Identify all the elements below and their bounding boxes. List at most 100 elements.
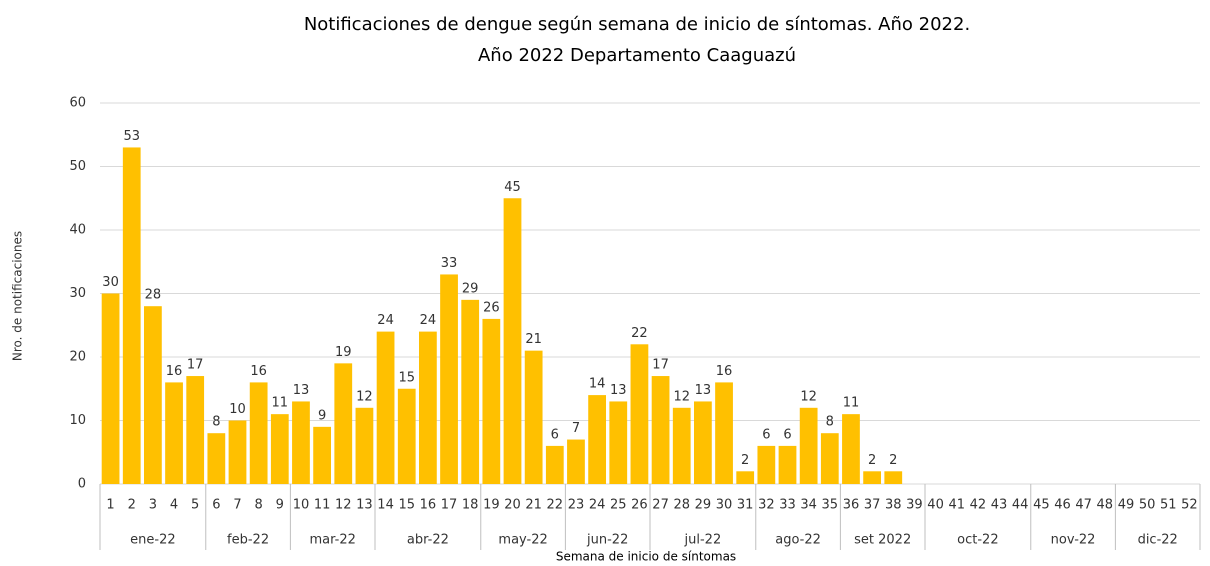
x-tick-label: 26	[631, 498, 648, 513]
x-axis-title: Semana de inicio de síntomas	[556, 550, 736, 564]
group-label: oct-22	[957, 533, 998, 548]
x-tick-label: 52	[1181, 498, 1198, 513]
y-tick-label: 40	[69, 223, 86, 238]
bar	[694, 401, 712, 484]
data-label: 9	[318, 408, 326, 423]
x-tick-label: 41	[948, 498, 965, 513]
x-tick-label: 27	[652, 498, 669, 513]
bar	[207, 433, 226, 484]
data-label: 7	[572, 421, 580, 436]
group-label: mar-22	[309, 533, 355, 548]
bar	[609, 401, 628, 484]
data-label: 6	[762, 427, 770, 442]
x-tick-label: 37	[864, 498, 881, 513]
x-tick-label: 13	[356, 498, 373, 513]
bar	[588, 395, 606, 484]
chart-subtitle: Año 2022 Departamento Caaguazú	[478, 45, 796, 66]
bar	[863, 471, 881, 484]
data-label: 2	[741, 453, 749, 468]
x-tick-label: 49	[1118, 498, 1135, 513]
x-tick-label: 34	[800, 498, 817, 513]
bar	[651, 376, 670, 484]
data-label: 6	[783, 427, 791, 442]
group-label: ago-22	[775, 533, 821, 548]
bar	[545, 445, 564, 484]
bar	[440, 274, 458, 484]
y-tick-label: 0	[78, 477, 86, 492]
x-tick-label: 40	[927, 498, 944, 513]
data-label: 13	[610, 383, 627, 398]
x-tick-label: 14	[377, 498, 394, 513]
x-tick-label: 39	[906, 498, 923, 513]
bar	[482, 318, 501, 484]
x-tick-label: 51	[1160, 498, 1177, 513]
y-axis-title: Nro. de notificaciones	[11, 231, 25, 361]
x-tick-label: 30	[716, 498, 733, 513]
bar	[292, 401, 310, 484]
data-label: 28	[145, 288, 162, 303]
bar	[249, 382, 268, 484]
x-tick-label: 22	[547, 498, 564, 513]
data-label: 53	[123, 129, 140, 144]
y-tick-label: 20	[69, 350, 86, 365]
bar	[884, 471, 903, 484]
x-tick-label: 9	[276, 498, 284, 513]
bar	[799, 407, 818, 484]
data-label: 16	[716, 364, 733, 379]
x-tick-label: 45	[1033, 498, 1050, 513]
data-label: 12	[800, 389, 817, 404]
data-label: 29	[462, 281, 479, 296]
x-tick-label: 4	[170, 498, 178, 513]
data-label: 12	[673, 389, 690, 404]
data-label: 11	[843, 396, 860, 411]
bar	[524, 350, 543, 484]
x-tick-label: 32	[758, 498, 775, 513]
x-tick-label: 19	[483, 498, 500, 513]
bar	[567, 439, 585, 484]
bar	[397, 388, 416, 484]
x-tick-label: 15	[398, 498, 415, 513]
group-label: ene-22	[130, 533, 175, 548]
data-label: 11	[272, 396, 289, 411]
x-tick-label: 29	[695, 498, 712, 513]
bar	[101, 293, 120, 484]
data-label: 17	[652, 358, 669, 373]
bar	[736, 471, 755, 484]
x-tick-label: 47	[1075, 498, 1092, 513]
data-label: 16	[166, 364, 183, 379]
bar	[376, 331, 395, 484]
bar	[228, 420, 247, 484]
bar	[313, 426, 331, 484]
group-label: may-22	[498, 533, 547, 548]
y-tick-label: 60	[69, 96, 86, 111]
x-tick-label: 10	[293, 498, 310, 513]
data-label: 13	[695, 383, 712, 398]
bar	[778, 445, 797, 484]
x-tick-label: 42	[970, 498, 987, 513]
bar	[144, 306, 162, 484]
data-label: 10	[229, 402, 246, 417]
x-tick-label: 3	[149, 498, 157, 513]
x-tick-label: 6	[212, 498, 220, 513]
y-tick-label: 30	[69, 286, 86, 301]
data-label: 13	[293, 383, 310, 398]
group-label: nov-22	[1051, 533, 1096, 548]
x-tick-label: 33	[779, 498, 796, 513]
x-tick-label: 44	[1012, 498, 1029, 513]
data-label: 26	[483, 300, 500, 315]
bar	[461, 299, 480, 484]
group-label: feb-22	[227, 533, 269, 548]
data-label: 17	[187, 358, 204, 373]
x-tick-label: 24	[589, 498, 606, 513]
y-tick-label: 10	[69, 413, 86, 428]
data-label: 8	[212, 415, 220, 430]
bar	[270, 414, 289, 484]
x-tick-label: 43	[991, 498, 1008, 513]
x-tick-label: 46	[1054, 498, 1071, 513]
x-tick-label: 20	[504, 498, 521, 513]
x-tick-label: 28	[673, 498, 690, 513]
data-label: 16	[250, 364, 267, 379]
x-tick-label: 35	[822, 498, 839, 513]
x-tick-label: 36	[843, 498, 860, 513]
data-label: 30	[102, 275, 119, 290]
